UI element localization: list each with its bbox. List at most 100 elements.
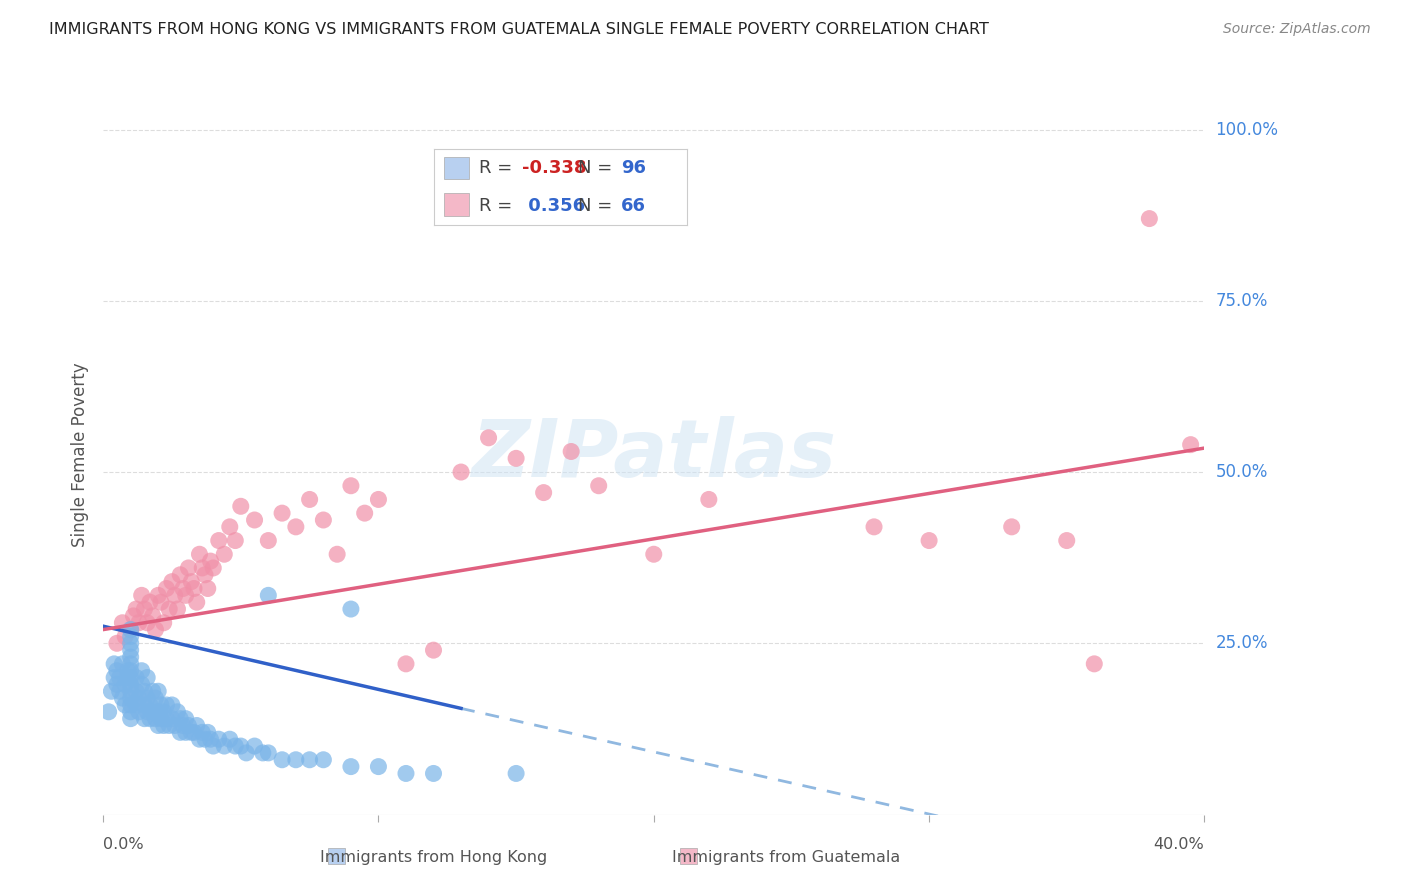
Point [145,623,167,637]
Point [148,705,170,719]
Point [160,574,183,589]
Point [218,520,240,534]
Point [105,677,128,691]
Point [136,705,159,719]
Point [103,657,125,671]
Point [122,608,145,623]
Point [367,492,389,507]
Point [155,582,177,596]
Point [180,725,202,739]
Point [180,574,202,589]
Point [422,766,444,780]
Point [136,671,159,685]
Point [139,712,162,726]
Point [152,705,174,719]
Point [1083,657,1105,671]
Point [340,759,363,773]
Point [131,588,153,602]
Point [395,766,418,780]
Point [160,712,183,726]
Point [97,705,120,719]
Point [128,705,150,719]
Point [188,732,211,747]
Point [191,561,214,575]
Point [169,712,191,726]
Point [131,677,153,691]
Point [105,636,128,650]
Point [120,705,142,719]
Point [169,725,191,739]
Text: 75.0%: 75.0% [1216,292,1268,310]
Point [1137,211,1160,226]
Point [477,431,499,445]
Text: Source: ZipAtlas.com: Source: ZipAtlas.com [1223,22,1371,37]
Point [505,766,527,780]
Point [163,718,186,732]
Point [243,513,266,527]
Point [252,746,274,760]
Point [194,567,217,582]
Point [134,602,156,616]
Text: 25.0%: 25.0% [1216,634,1268,652]
Text: IMMIGRANTS FROM HONG KONG VS IMMIGRANTS FROM GUATEMALA SINGLE FEMALE POVERTY COR: IMMIGRANTS FROM HONG KONG VS IMMIGRANTS … [49,22,988,37]
Point [229,739,252,753]
Point [134,684,156,698]
Point [169,567,191,582]
Point [155,712,177,726]
Point [114,677,136,691]
Point [120,643,142,657]
Point [108,671,131,685]
Point [186,718,208,732]
Point [125,698,148,712]
Point [191,725,214,739]
Point [172,582,194,596]
Point [120,698,142,712]
Point [257,588,280,602]
Text: R =: R = [479,197,517,215]
Point [136,691,159,706]
Point [163,588,186,602]
Point [422,643,444,657]
Point [218,732,240,747]
Point [229,500,252,514]
Y-axis label: Single Female Poverty: Single Female Poverty [72,363,89,547]
Point [120,623,142,637]
Text: 96: 96 [621,159,645,177]
Point [202,561,225,575]
Point [450,465,472,479]
Point [125,684,148,698]
Point [177,561,200,575]
Point [188,547,211,561]
Point [340,602,363,616]
Point [257,746,280,760]
Point [148,684,170,698]
Point [117,664,139,678]
Point [505,451,527,466]
Point [152,615,174,630]
Point [111,691,134,706]
Point [284,520,307,534]
Point [174,588,197,602]
Point [128,691,150,706]
Text: -0.338: -0.338 [522,159,586,177]
Point [697,492,720,507]
Point [120,691,142,706]
Point [197,582,219,596]
Point [128,615,150,630]
Text: ZIPatlas: ZIPatlas [471,416,837,494]
Point [174,725,197,739]
Point [108,684,131,698]
Point [200,554,222,568]
FancyBboxPatch shape [444,193,470,216]
Point [208,732,231,747]
Point [120,636,142,650]
Point [120,630,142,644]
Point [367,759,389,773]
Point [312,753,335,767]
Point [117,671,139,685]
Text: 66: 66 [621,197,645,215]
Point [149,698,172,712]
Point [139,698,162,712]
Text: N =: N = [578,159,617,177]
Point [353,506,375,520]
